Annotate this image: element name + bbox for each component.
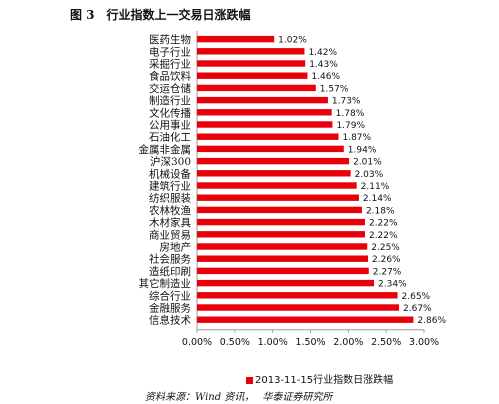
figure-title-text: 行业指数上一交易日涨跌幅 [106,8,251,22]
category-label: 商业贸易 [149,228,191,241]
data-label: 2.86% [417,316,446,326]
category-label: 制造行业 [149,94,191,107]
x-tick-label: 0.00% [182,337,212,348]
category-label: 农林牧渔 [149,204,191,217]
bar [197,231,365,238]
figure-number: 图 3 [70,8,95,22]
bar [197,243,368,250]
bar [197,170,351,177]
category-label: 其它制造业 [139,277,192,290]
category-label: 社会服务 [149,253,191,266]
chart-legend: 2013-11-15行业指数日涨跌幅 [246,371,393,386]
data-label: 2.26% [372,255,401,265]
bar [197,206,362,214]
x-tick-label: 1.00% [258,337,288,348]
category-label: 金融服务 [149,302,191,315]
category-label: 建筑行业 [149,180,191,193]
bar [197,267,369,275]
data-label: 1.87% [342,133,371,143]
bar [197,304,400,311]
category-label: 房地产 [160,241,192,254]
data-label: 2.27% [373,267,402,277]
bar [197,279,375,287]
source-label: 资料来源：Wind 资讯， [145,392,255,403]
category-label: 文化传播 [149,106,191,119]
category-label: 机械设备 [149,167,191,180]
bar [197,182,357,189]
category-label: 沪深300 [150,155,191,168]
data-label: 1.73% [332,97,361,107]
bar [197,316,414,323]
data-label: 2.22% [369,219,398,229]
category-label: 食品饮料 [149,70,191,83]
bar [197,194,359,201]
source-org: 华泰证券研究所 [262,392,333,403]
category-label: 造纸印刷 [149,265,191,278]
category-label: 交运仓储 [149,82,191,95]
category-label: 石油化工 [149,131,191,144]
x-tick-label: 3.00% [409,337,439,348]
data-label: 2.18% [366,206,395,216]
category-label: 纺织服装 [149,192,191,205]
bar [197,96,328,104]
category-label: 金属非金属 [139,143,192,156]
data-label: 2.25% [371,243,400,253]
x-tick-label: 1.50% [295,337,325,348]
category-label: 信息技术 [149,314,191,327]
x-tick-label: 2.00% [333,337,363,348]
bar [197,133,339,140]
data-label: 1.94% [348,145,377,155]
data-label: 1.43% [309,60,338,70]
category-label: 采掘行业 [149,58,191,71]
bar [197,35,275,43]
bar [197,145,344,153]
bar [197,121,333,128]
bar [197,84,316,92]
data-label: 2.67% [403,304,432,314]
bar [197,157,350,165]
data-label: 2.65% [402,292,431,302]
data-label: 1.78% [336,109,365,119]
data-label: 1.46% [311,72,340,82]
legend-swatch [246,376,253,384]
data-label: 2.22% [369,231,398,241]
x-tick-label: 0.50% [220,337,250,348]
bar [197,218,365,226]
data-label: 1.79% [336,121,365,131]
category-label: 医药生物 [149,33,191,46]
data-label: 2.34% [378,280,407,290]
data-label: 2.14% [363,194,392,204]
category-label: 木材家具 [149,216,191,229]
data-label: 1.02% [278,36,307,46]
x-tick-label: 2.50% [371,337,401,348]
category-label: 公用事业 [149,119,191,132]
bar [197,60,306,67]
category-label: 电子行业 [149,45,191,58]
bar [197,72,308,79]
figure-title: 图 3 行业指数上一交易日涨跌幅 [70,6,251,23]
data-label: 1.42% [308,48,337,58]
source-note: 资料来源：Wind 资讯， 华泰证券研究所 [145,388,340,403]
data-label: 1.57% [320,84,349,94]
bar [197,292,398,299]
data-label: 2.01% [353,158,382,168]
data-label: 2.11% [361,182,390,192]
data-label: 2.03% [355,170,384,180]
category-label: 综合行业 [149,289,191,302]
bar [197,109,332,116]
bar [197,255,369,262]
bar [197,48,305,55]
legend-label: 2013-11-15行业指数日涨跌幅 [255,375,394,386]
